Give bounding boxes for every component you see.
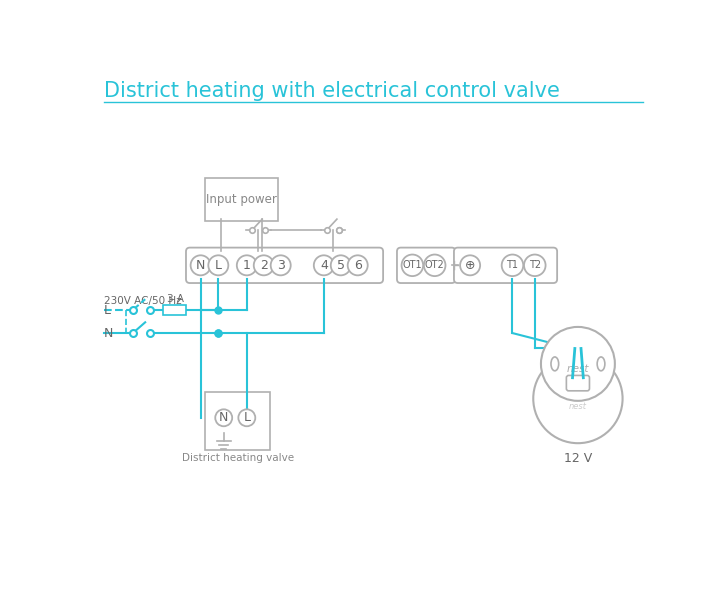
FancyBboxPatch shape	[163, 305, 186, 315]
Text: ⊕: ⊕	[465, 259, 475, 272]
Text: T2: T2	[529, 260, 541, 270]
Text: 6: 6	[354, 259, 362, 272]
Text: OT2: OT2	[425, 260, 445, 270]
Text: 3: 3	[277, 259, 285, 272]
FancyBboxPatch shape	[205, 391, 270, 450]
Text: N: N	[103, 327, 113, 340]
Text: L: L	[243, 411, 250, 424]
Circle shape	[314, 255, 334, 276]
Text: District heating with electrical control valve: District heating with electrical control…	[103, 81, 560, 100]
Circle shape	[348, 255, 368, 276]
FancyBboxPatch shape	[566, 375, 590, 391]
Ellipse shape	[597, 357, 605, 371]
FancyBboxPatch shape	[205, 178, 277, 220]
Text: 2: 2	[260, 259, 268, 272]
Circle shape	[208, 255, 229, 276]
Text: L: L	[103, 304, 111, 317]
Text: 3 A: 3 A	[167, 294, 183, 304]
Circle shape	[502, 255, 523, 276]
Text: nest: nest	[569, 402, 587, 410]
Circle shape	[460, 255, 480, 276]
Text: Input power: Input power	[206, 192, 277, 206]
Ellipse shape	[551, 357, 558, 371]
FancyBboxPatch shape	[397, 248, 456, 283]
Text: 230V AC/50 Hz: 230V AC/50 Hz	[103, 296, 181, 306]
Text: OT1: OT1	[403, 260, 422, 270]
Circle shape	[524, 255, 545, 276]
Text: L: L	[215, 259, 222, 272]
Text: N: N	[219, 411, 229, 424]
Circle shape	[402, 255, 423, 276]
FancyBboxPatch shape	[186, 248, 383, 283]
Text: T1: T1	[507, 260, 518, 270]
Circle shape	[271, 255, 290, 276]
Text: 12 V: 12 V	[563, 453, 592, 466]
Text: 4: 4	[320, 259, 328, 272]
Circle shape	[541, 327, 615, 401]
Text: 1: 1	[243, 259, 250, 272]
Circle shape	[534, 354, 622, 443]
Circle shape	[215, 409, 232, 426]
Text: N: N	[196, 259, 205, 272]
Circle shape	[238, 409, 256, 426]
Text: District heating valve: District heating valve	[181, 453, 293, 463]
Circle shape	[424, 255, 446, 276]
Circle shape	[237, 255, 257, 276]
Circle shape	[254, 255, 274, 276]
FancyBboxPatch shape	[454, 248, 557, 283]
Text: nest: nest	[566, 364, 589, 374]
Text: 5: 5	[337, 259, 345, 272]
Circle shape	[191, 255, 210, 276]
Circle shape	[331, 255, 351, 276]
